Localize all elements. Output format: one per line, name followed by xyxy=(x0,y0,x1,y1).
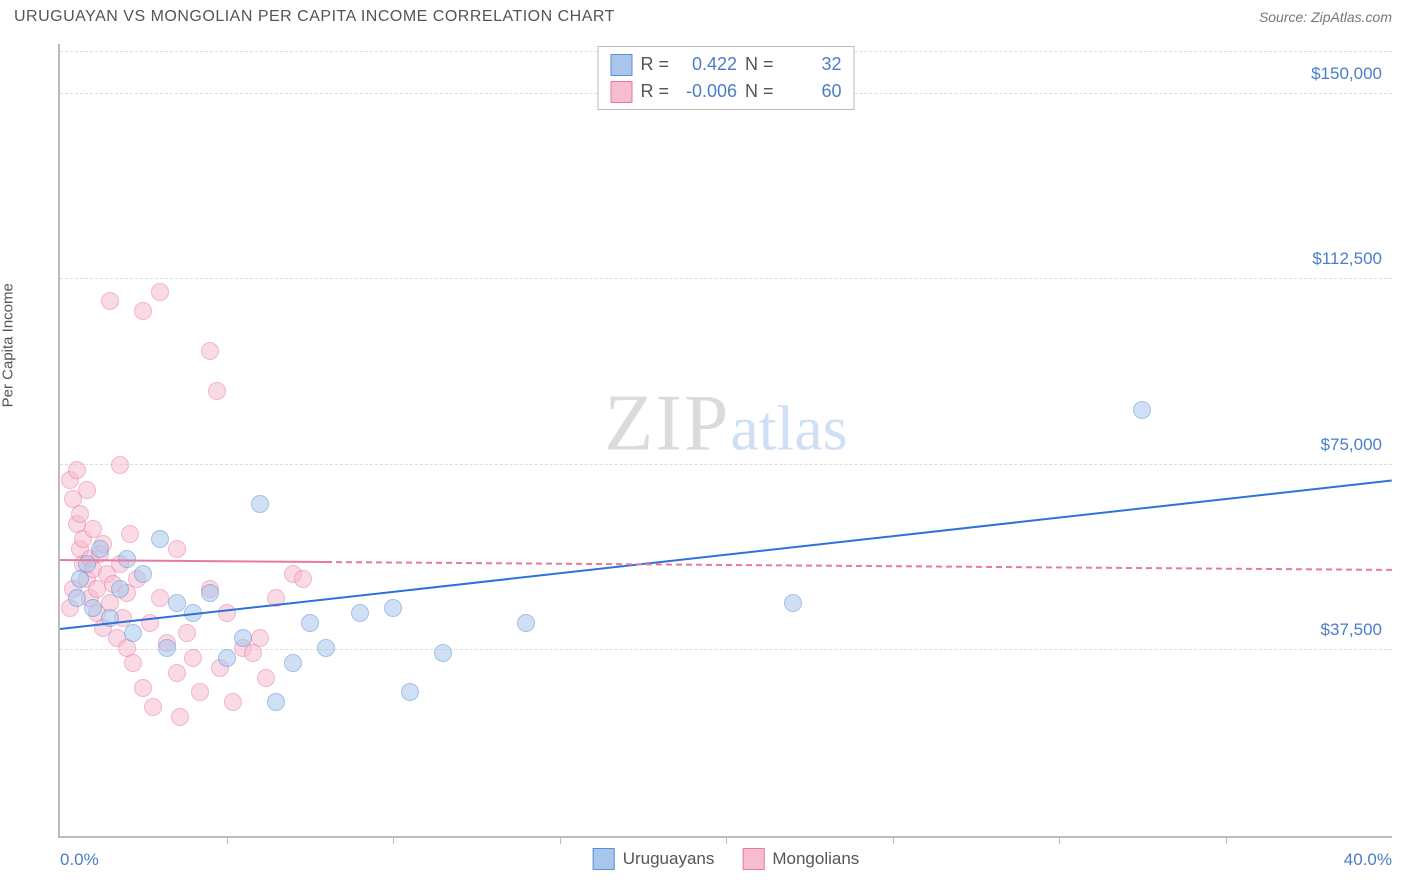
n-value: 32 xyxy=(782,51,842,78)
data-point-mongolians xyxy=(257,669,275,687)
data-point-mongolians xyxy=(134,679,152,697)
data-point-uruguayans xyxy=(111,580,129,598)
data-point-uruguayans xyxy=(1133,401,1151,419)
data-point-mongolians xyxy=(124,654,142,672)
data-point-mongolians xyxy=(178,624,196,642)
y-tick-label: $37,500 xyxy=(1321,620,1382,640)
data-point-mongolians xyxy=(224,693,242,711)
data-point-mongolians xyxy=(71,505,89,523)
r-value: 0.422 xyxy=(677,51,737,78)
data-point-uruguayans xyxy=(284,654,302,672)
r-value: -0.006 xyxy=(677,78,737,105)
correlation-stats-box: R = 0.422 N = 32 R = -0.006 N = 60 xyxy=(597,46,854,110)
data-point-uruguayans xyxy=(234,629,252,647)
watermark-zip: ZIP xyxy=(604,380,730,468)
n-label: N = xyxy=(745,51,774,78)
data-point-mongolians xyxy=(111,456,129,474)
data-point-uruguayans xyxy=(68,589,86,607)
data-point-mongolians xyxy=(184,649,202,667)
data-point-mongolians xyxy=(168,540,186,558)
x-min-label: 0.0% xyxy=(60,850,99,870)
data-point-mongolians xyxy=(68,461,86,479)
data-point-mongolians xyxy=(168,664,186,682)
data-point-mongolians xyxy=(191,683,209,701)
x-max-label: 40.0% xyxy=(1344,850,1392,870)
data-point-mongolians xyxy=(171,708,189,726)
gridline xyxy=(60,278,1392,279)
data-point-mongolians xyxy=(78,481,96,499)
data-point-uruguayans xyxy=(434,644,452,662)
watermark-atlas: atlas xyxy=(730,393,847,464)
swatch-uruguayans xyxy=(610,54,632,76)
trend-line-mongolians xyxy=(326,561,1392,571)
stats-row-mongolians: R = -0.006 N = 60 xyxy=(610,78,841,105)
legend-item-mongolians: Mongolians xyxy=(742,848,859,870)
data-point-uruguayans xyxy=(301,614,319,632)
data-point-uruguayans xyxy=(218,649,236,667)
watermark: ZIPatlas xyxy=(604,379,847,470)
data-point-uruguayans xyxy=(84,599,102,617)
data-point-uruguayans xyxy=(134,565,152,583)
scatter-plot: ZIPatlas R = 0.422 N = 32 R = -0.006 N =… xyxy=(58,44,1392,838)
data-point-uruguayans xyxy=(151,530,169,548)
legend-item-uruguayans: Uruguayans xyxy=(593,848,715,870)
data-point-uruguayans xyxy=(351,604,369,622)
data-point-mongolians xyxy=(121,525,139,543)
data-point-uruguayans xyxy=(517,614,535,632)
data-point-mongolians xyxy=(208,382,226,400)
source-label: Source: ZipAtlas.com xyxy=(1259,9,1392,25)
data-point-uruguayans xyxy=(384,599,402,617)
data-point-uruguayans xyxy=(158,639,176,657)
r-label: R = xyxy=(640,51,669,78)
x-tick xyxy=(726,836,727,844)
data-point-mongolians xyxy=(244,644,262,662)
swatch-uruguayans xyxy=(593,848,615,870)
swatch-mongolians xyxy=(742,848,764,870)
y-tick-label: $112,500 xyxy=(1312,249,1382,269)
y-tick-label: $75,000 xyxy=(1321,435,1382,455)
x-tick xyxy=(1226,836,1227,844)
data-point-mongolians xyxy=(101,292,119,310)
data-point-uruguayans xyxy=(201,584,219,602)
y-tick-label: $150,000 xyxy=(1311,64,1382,84)
data-point-uruguayans xyxy=(168,594,186,612)
chart-title: URUGUAYAN VS MONGOLIAN PER CAPITA INCOME… xyxy=(14,8,615,26)
data-point-uruguayans xyxy=(401,683,419,701)
x-tick xyxy=(893,836,894,844)
data-point-mongolians xyxy=(294,570,312,588)
data-point-mongolians xyxy=(144,698,162,716)
legend-label: Uruguayans xyxy=(623,849,715,869)
data-point-uruguayans xyxy=(91,540,109,558)
data-point-mongolians xyxy=(151,589,169,607)
x-tick xyxy=(1059,836,1060,844)
y-axis-label: Per Capita Income xyxy=(0,283,17,407)
data-point-uruguayans xyxy=(267,693,285,711)
data-point-uruguayans xyxy=(78,555,96,573)
x-tick xyxy=(393,836,394,844)
data-point-mongolians xyxy=(151,283,169,301)
r-label: R = xyxy=(640,78,669,105)
chart-container: Per Capita Income ZIPatlas R = 0.422 N =… xyxy=(14,44,1392,878)
data-point-uruguayans xyxy=(784,594,802,612)
x-tick xyxy=(560,836,561,844)
data-point-uruguayans xyxy=(317,639,335,657)
gridline xyxy=(60,464,1392,465)
legend-label: Mongolians xyxy=(772,849,859,869)
stats-row-uruguayans: R = 0.422 N = 32 xyxy=(610,51,841,78)
data-point-mongolians xyxy=(134,302,152,320)
data-point-mongolians xyxy=(218,604,236,622)
legend: Uruguayans Mongolians xyxy=(593,848,860,870)
data-point-uruguayans xyxy=(124,624,142,642)
data-point-mongolians xyxy=(201,342,219,360)
x-tick xyxy=(227,836,228,844)
n-value: 60 xyxy=(782,78,842,105)
n-label: N = xyxy=(745,78,774,105)
data-point-uruguayans xyxy=(251,495,269,513)
swatch-mongolians xyxy=(610,81,632,103)
